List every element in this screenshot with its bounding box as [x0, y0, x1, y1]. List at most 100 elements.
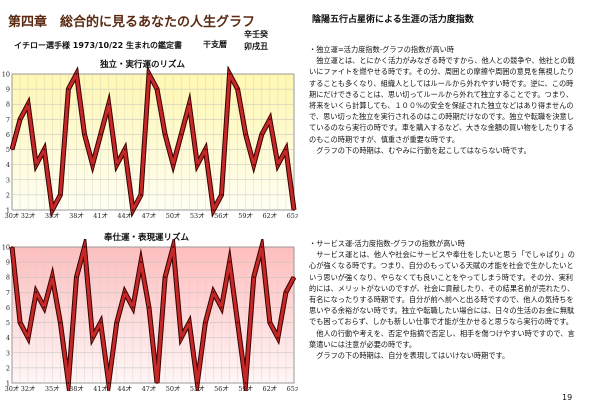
data-point [285, 148, 287, 151]
x-tick-label: 44才 [117, 211, 132, 218]
data-point [43, 148, 46, 151]
data-point [99, 133, 102, 136]
series-line [10, 239, 296, 391]
data-point [212, 209, 215, 211]
data-point [268, 118, 271, 121]
data-point [91, 336, 94, 339]
y-tick-label: 6 [6, 131, 10, 139]
independence-body: 独立運とは、とにかく活力がみなぎる時ですから、他人との競争や、他社との戦いにファ… [309, 56, 575, 144]
data-point [156, 382, 158, 384]
data-point [35, 291, 38, 294]
data-point [148, 306, 150, 309]
data-point [11, 148, 13, 151]
x-tick-label: 44才 [117, 384, 132, 391]
data-point [148, 73, 150, 75]
data-point [260, 246, 263, 248]
x-tick-label: 47才 [142, 384, 157, 391]
service-note: 他人の行動や考えを、否定や指摘で否定し、相手を傷つけやすい時ですので、言葉遣いに… [309, 328, 575, 349]
data-point [59, 321, 62, 324]
data-point [293, 276, 295, 279]
data-point [164, 276, 166, 279]
data-point [43, 306, 46, 309]
x-tick-label: 50才 [166, 384, 181, 391]
data-point [172, 163, 175, 166]
kanshi-line-2: 卯戌丑 [244, 42, 268, 51]
x-tick-label: 53才 [190, 211, 205, 218]
y-tick-label: 1 [6, 207, 10, 215]
y-tick-label: 4 [6, 161, 10, 169]
data-point [180, 133, 183, 136]
x-tick-label: 50才 [166, 211, 181, 218]
x-tick-label: 30才 [5, 384, 20, 391]
service-body: サービス運とは、他人や社会にサービスや奉仕をしたいと思う「でしゃばり」の心が強く… [309, 250, 575, 327]
data-point [83, 133, 86, 136]
y-tick-label: 10 [2, 71, 10, 79]
x-tick-label: 65才 [287, 384, 298, 391]
x-tick-label: 41才 [93, 384, 108, 391]
data-point [260, 133, 263, 136]
data-point [19, 321, 21, 324]
y-tick-label: 1 [6, 380, 10, 388]
series-line [10, 68, 296, 215]
y-tick-label: 2 [6, 364, 10, 372]
data-point [51, 276, 54, 279]
data-point [156, 88, 158, 91]
data-point [131, 306, 134, 309]
plot-area [11, 73, 295, 211]
data-point [67, 88, 70, 91]
data-point [220, 193, 223, 196]
chart-2-title: 奉仕運・表現運リズム [104, 233, 190, 243]
y-tick-label: 5 [6, 146, 10, 154]
data-point [51, 209, 54, 211]
data-point [91, 163, 94, 166]
page-number: 19 [562, 393, 573, 402]
x-tick-label: 62才 [262, 211, 277, 218]
service-section: ・サービス運-活力度指数-グラフの指数が高い時 サービス運とは、他人や社会にサー… [309, 238, 579, 361]
data-point [75, 276, 78, 279]
data-point [188, 321, 191, 324]
x-tick-label: 38才 [69, 211, 84, 218]
data-point [19, 118, 21, 121]
kanshi-label: 干支暦 [203, 40, 227, 49]
service-heading: ・サービス運-活力度指数-グラフの指数が高い時 [309, 239, 465, 248]
independence-section: ・独立運=活力度指数-グラフの指数が高い時 独立運とは、とにかく活力がみなぎる時… [309, 44, 579, 156]
x-tick-label: 65才 [287, 211, 298, 218]
data-point [204, 321, 207, 324]
data-point [188, 103, 191, 106]
data-point [236, 88, 239, 91]
data-point [180, 336, 183, 339]
data-point [268, 321, 271, 324]
data-point [164, 133, 166, 136]
data-point [131, 209, 134, 211]
x-tick-label: 30才 [5, 211, 20, 218]
data-point [11, 246, 13, 248]
data-point [293, 209, 295, 211]
data-point [228, 261, 231, 264]
y-tick-label: 10 [2, 244, 10, 252]
y-tick-label: 3 [6, 176, 10, 184]
y-tick-label: 7 [6, 116, 10, 124]
y-tick-label: 8 [6, 274, 10, 282]
data-point [252, 163, 255, 166]
x-tick-label: 32才 [21, 384, 36, 391]
data-point [220, 306, 223, 309]
data-point [140, 261, 142, 264]
data-point [244, 133, 247, 136]
right-section-title: 陰陽五行占星術による生涯の活力度指数 [312, 15, 474, 25]
data-point [196, 382, 199, 384]
data-point [75, 73, 78, 75]
y-tick-label: 4 [6, 334, 10, 342]
data-point [140, 193, 142, 196]
data-point [27, 103, 30, 106]
kanshi-line-1: 辛壬癸 [244, 30, 268, 39]
data-point [285, 291, 287, 294]
independence-note: グラフの下の時期は、むやみに行動を起こしてはならない時です。 [309, 145, 531, 155]
data-point [99, 321, 102, 324]
x-tick-label: 62才 [262, 384, 277, 391]
x-tick-label: 56才 [214, 211, 229, 218]
y-tick-label: 9 [6, 86, 10, 94]
x-tick-label: 41才 [93, 211, 108, 218]
data-point [204, 148, 207, 151]
